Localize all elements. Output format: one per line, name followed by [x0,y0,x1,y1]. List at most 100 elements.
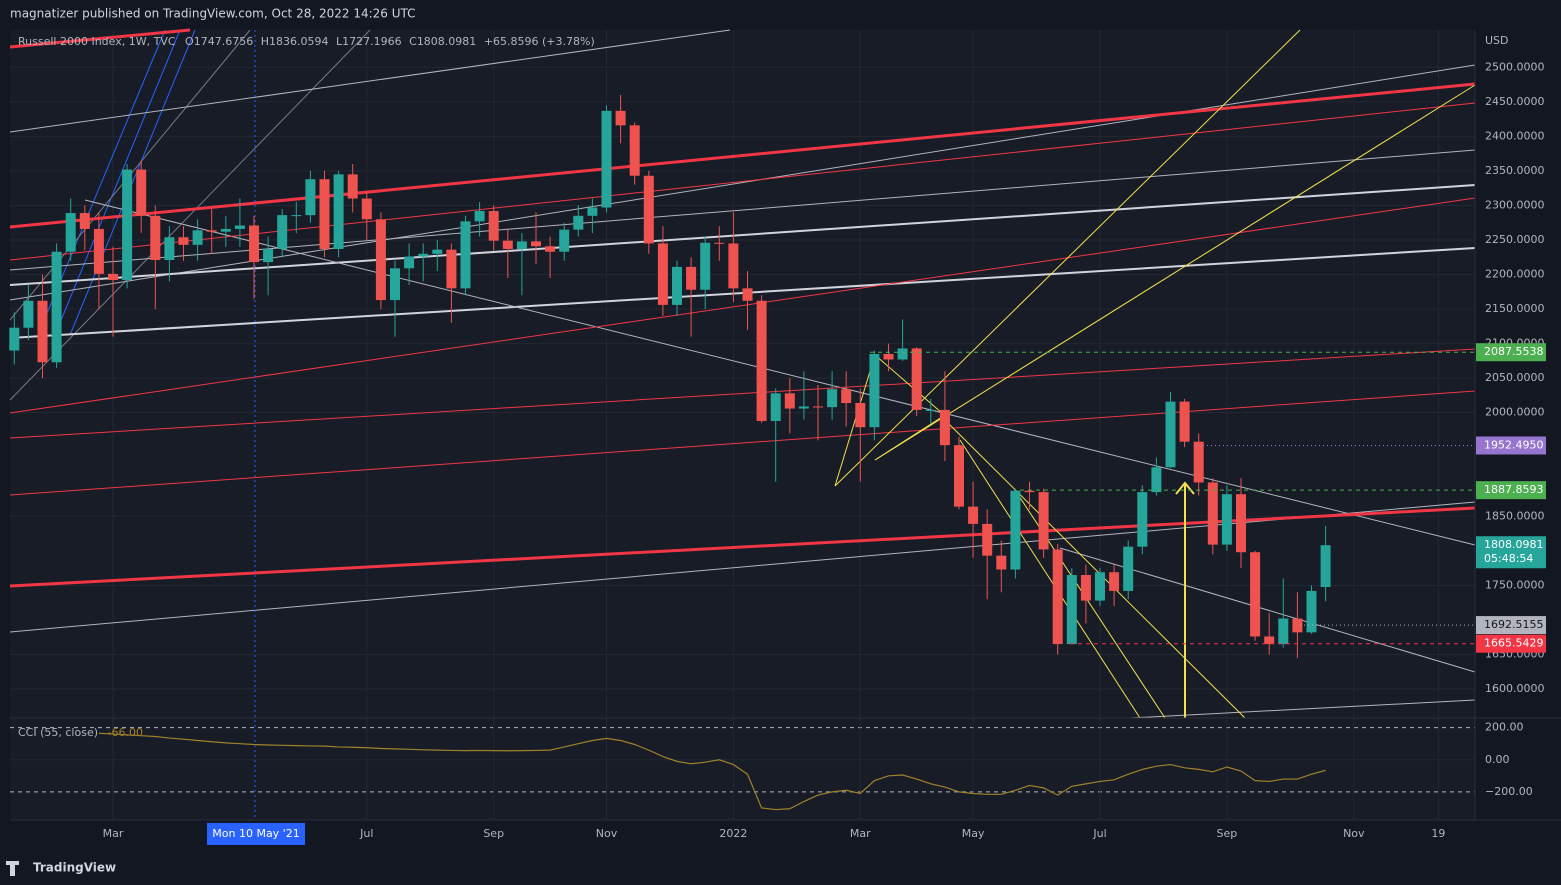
y-tick-label: 2450.0000 [1485,95,1545,108]
x-tick-label: 19 [1431,827,1445,840]
candle-body [897,348,908,360]
last-price-label: 1808.0981 [1484,538,1544,551]
trend-line [874,414,946,461]
candle-body [813,406,823,408]
candle-body [164,237,175,261]
y-tick-label: 1750.0000 [1485,578,1545,591]
candle-body [418,253,429,257]
x-tick-label: Jul [1092,827,1106,840]
legend-value: 1836.0594 [269,35,329,48]
candle-body [1052,549,1063,645]
trend-line [9,29,731,133]
trend-line [1129,699,1476,719]
candle-body [1137,492,1148,547]
brand: TradingView [33,861,116,875]
crosshair-label: Mon 10 May '21 [212,827,299,840]
candle-body [1010,490,1021,570]
x-tick-label: Nov [596,827,618,840]
candle-body [249,225,259,263]
y-tick-label: 2000.0000 [1485,406,1545,419]
cci-name: CCI (55, close) [18,726,98,739]
candle-body [601,110,612,208]
candle-body [714,242,725,244]
candle-body [784,393,795,409]
candle-body [728,243,739,289]
candle-body [657,243,668,305]
price-label-box [1476,634,1546,653]
candle-body [1066,575,1077,645]
chart-pane [10,30,1475,820]
candle-body [220,228,231,232]
candle-body [1292,618,1303,633]
candle-body [643,175,654,244]
trend-line [9,390,1476,496]
candle-body [333,174,344,249]
candle-body [855,403,866,428]
trend-line [54,29,181,336]
candle-body [1109,572,1120,591]
candle-body [1151,467,1162,493]
price-label: 1887.8593 [1484,483,1544,496]
legend-value: 1747.6756 [194,35,254,48]
cci-value: -66.00 [108,726,143,739]
candle-body [939,409,950,446]
candle-body [122,169,133,281]
legend-key: L [336,35,343,48]
y-tick-label: 2300.0000 [1485,198,1545,211]
candle-body [192,230,203,245]
candle-body [925,409,936,411]
candle-body [234,225,245,229]
y2-tick-label: −200.00 [1485,785,1533,798]
candle-body [516,241,527,249]
published-note: magnatizer published on TradingView.com,… [10,7,416,21]
y-tick-label: 2200.0000 [1485,268,1545,281]
candle-body [1320,545,1331,587]
trend-line [959,439,1141,719]
x-tick-label: Mar [103,827,124,840]
candle-body [1250,552,1261,637]
x-tick-label: Jul [359,827,373,840]
candle-body [1207,482,1218,545]
candle-body [954,445,964,507]
trend-line [874,84,1476,461]
candle-body [23,300,34,328]
candle-body [968,506,979,524]
candle-body [79,213,90,229]
candle-body [488,210,499,241]
candle-body [432,249,443,254]
price-label: 1952.4950 [1484,438,1544,451]
y-tick-label: 2500.0000 [1485,60,1545,73]
candle-body [1038,492,1049,550]
price-label: 1665.5429 [1484,637,1544,650]
candle-body [108,273,118,281]
x-tick-label: Mar [850,827,871,840]
candle-body [277,215,288,249]
price-label-box [1476,481,1546,500]
trend-line [9,348,1476,439]
candle-body [1165,401,1176,468]
candle-body [347,174,358,199]
candle-body [178,237,189,245]
candle-body [615,110,626,126]
candle-body [305,179,316,216]
legend-value: 1808.0981 [417,35,477,48]
candle-body [136,169,147,216]
candle-body [982,523,993,556]
candle-body [319,179,330,249]
legend-key: H [261,35,269,48]
candle-body [883,353,894,360]
candle-body [742,288,753,301]
price-label-box [1476,616,1546,635]
candle-body [827,389,838,408]
candle-body [1278,618,1289,645]
candle-body [375,219,386,301]
x-tick-label: Nov [1343,827,1365,840]
candle-body [390,268,400,301]
y-tick-label: 2050.0000 [1485,371,1545,384]
candle-body [361,198,372,220]
candle-body [756,300,767,421]
x-tick-label: Sep [1217,827,1238,840]
candle-body [770,393,781,421]
candle-body [446,249,457,289]
